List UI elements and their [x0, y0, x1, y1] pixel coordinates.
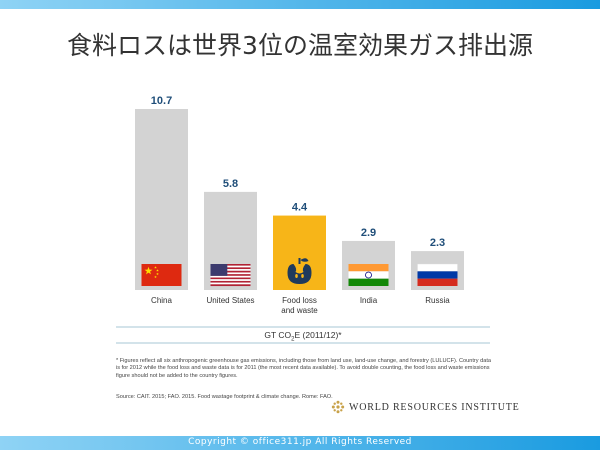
- x-axis-label: GT CO2E (2011/12)*: [264, 330, 342, 343]
- eaten-apple-icon: [287, 258, 312, 284]
- category-label: and waste: [281, 306, 318, 315]
- x-axis-label-sub: 2: [291, 337, 295, 343]
- wri-logo-text: WORLD RESOURCES INSTITUTE: [349, 402, 520, 413]
- flag-stripe: [210, 279, 251, 281]
- apple-core: [287, 264, 312, 284]
- category-label: United States: [206, 296, 254, 305]
- emissions-bar-chart: 10.7 China 5.8 United States 4.4 Food lossand…: [116, 95, 490, 344]
- us-flag: [210, 264, 251, 287]
- value-label: 2.9: [361, 227, 376, 239]
- value-label: 10.7: [151, 95, 172, 107]
- china-flag: [141, 264, 182, 286]
- flag-stripe: [210, 272, 251, 275]
- apple-seed: [295, 274, 298, 278]
- bar-group: 2.3 Russia: [411, 237, 464, 305]
- flag-canton: [210, 264, 228, 276]
- flag-stripe: [210, 269, 251, 271]
- bottom-accent-band: [0, 436, 600, 450]
- russia-flag: [417, 263, 458, 286]
- top-accent-band: [0, 0, 600, 9]
- flag-stripe: [210, 284, 251, 287]
- apple-leaf: [300, 258, 309, 262]
- category-label: Food loss: [282, 296, 317, 305]
- page-title: 食料ロスは世界3位の温室効果ガス排出源: [67, 31, 533, 60]
- category-label: Russia: [425, 296, 450, 305]
- bar: [135, 109, 188, 290]
- flag-stripe: [210, 270, 251, 273]
- flag-stripe: [210, 277, 251, 280]
- flag-chakra: [365, 271, 372, 279]
- flag-star: [154, 266, 157, 269]
- bar-group: 5.8 United States: [204, 178, 257, 305]
- category-label: India: [360, 296, 378, 305]
- flag-band: [348, 278, 389, 286]
- wri-logo: WORLD RESOURCES INSTITUTE: [331, 399, 519, 419]
- copyright-notice: Copyright © office311.jp All Rights Rese…: [188, 437, 412, 447]
- flag-stripe: [210, 274, 251, 276]
- flag-band: [348, 264, 389, 272]
- flag-stripe: [210, 267, 251, 270]
- x-axis-label-main: GT CO: [264, 330, 291, 340]
- category-label: China: [151, 296, 172, 305]
- value-label: 4.4: [292, 202, 308, 214]
- apple-stem: [298, 258, 301, 264]
- flag-star: [154, 275, 157, 279]
- flag-stripe: [210, 282, 251, 285]
- flag-stripe: [210, 265, 251, 268]
- flag-band: [417, 278, 458, 286]
- value-label: 5.8: [223, 178, 238, 190]
- flag-star: [156, 269, 159, 272]
- wri-emblem-icon: [331, 400, 345, 414]
- flag-band: [417, 263, 458, 272]
- x-axis-label-rest: E (2011/12)*: [295, 330, 343, 340]
- value-label: 2.3: [430, 237, 445, 249]
- flag-star: [144, 266, 153, 275]
- flag-stripe: [210, 275, 251, 278]
- flag-field: [141, 264, 182, 286]
- chart-source: Source: CAIT. 2015; FAO. 2015. Food wast…: [116, 394, 333, 400]
- apple-seed: [301, 274, 304, 278]
- flag-star: [156, 272, 159, 276]
- flag-band: [417, 271, 458, 279]
- india-flag: [348, 264, 389, 286]
- flag-band: [348, 271, 389, 279]
- flag-stripe: [210, 264, 251, 266]
- bar-group: 10.7 China: [135, 95, 188, 305]
- flag-stripe: [210, 280, 251, 283]
- chart-footnote: * Figures reflect all six anthropogenic …: [116, 358, 491, 379]
- bar-group: 2.9 India: [342, 227, 395, 305]
